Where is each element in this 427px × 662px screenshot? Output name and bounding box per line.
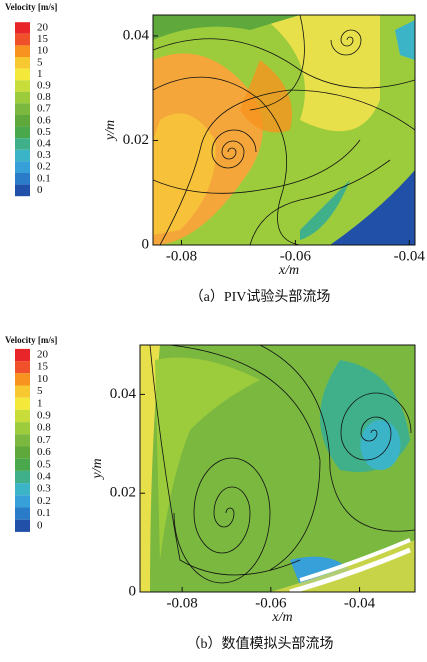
colorbar-label: 15 [37, 361, 49, 373]
plot-frame [139, 344, 416, 593]
colorbar-swatch [15, 80, 30, 92]
colorbar-label: 0.7 [37, 434, 51, 446]
caption: （a）PIV试验头部流场 [190, 289, 331, 305]
colorbar-label: 20 [37, 349, 49, 361]
colorbar-swatch [15, 184, 30, 197]
colorbar-swatch [15, 458, 30, 471]
colorbar-label: 0.6 [37, 114, 51, 126]
colorbar-swatch [15, 385, 30, 398]
colorbar-swatch [15, 103, 30, 115]
colorbar-label: 0.3 [37, 149, 51, 161]
colorbar-label: 0.7 [37, 103, 51, 115]
colorbar-label: 0.1 [37, 172, 51, 184]
colorbar-swatch [15, 446, 30, 459]
colorbar-label: 0.8 [37, 422, 51, 434]
y-tick-label: 0.02 [110, 485, 136, 501]
colorbar-swatch [15, 57, 30, 69]
velocity-field [153, 15, 415, 245]
colorbar-label: 10 [37, 373, 49, 385]
colorbar-swatch [15, 483, 30, 496]
colorbar-label: 0.4 [37, 138, 51, 150]
colorbar-swatch [15, 422, 30, 435]
y-tick-label: 0.04 [110, 386, 137, 402]
colorbar-label: 0.4 [37, 471, 51, 483]
colorbar-label: 0.8 [37, 91, 51, 103]
colorbar-swatch [15, 91, 30, 104]
colorbar-label: 0.5 [37, 126, 51, 138]
x-tick-label: -0.08 [166, 248, 197, 264]
colorbar-swatch [15, 22, 30, 34]
colorbar-swatch [15, 138, 30, 150]
colorbar-swatch [15, 495, 30, 508]
y-tick-label: 0.04 [123, 27, 150, 43]
x-tick-label: -0.06 [280, 248, 312, 264]
colorbar-label: 0.2 [37, 495, 51, 507]
colorbar-label: 0.9 [37, 410, 51, 422]
colorbar-swatch [15, 126, 30, 139]
colorbar-label: 0.1 [37, 507, 51, 519]
y-axis-label: y/m [103, 120, 118, 142]
colorbar-label: 20 [37, 22, 49, 34]
colorbar-label: 0 [37, 519, 43, 531]
colorbar-title: Velocity [m/s] [5, 335, 57, 345]
colorbar-label: 15 [37, 33, 49, 45]
colorbar-swatch [15, 33, 30, 46]
colorbar-swatch [15, 173, 30, 185]
colorbar-swatch [15, 161, 30, 173]
colorbar-swatch [15, 149, 30, 162]
colorbar-swatch [15, 519, 30, 532]
colorbar-label: 5 [37, 56, 43, 68]
colorbar-swatch [15, 397, 30, 410]
x-axis-label: x/m [271, 610, 292, 625]
plot-frame [152, 14, 416, 246]
y-axis-label: y/m [90, 458, 105, 480]
colorbar-swatch [15, 507, 30, 520]
colorbar-swatch [15, 115, 30, 127]
colorbar-swatch [15, 348, 30, 362]
colorbar-label: 0.6 [37, 446, 51, 458]
velocity-field [140, 345, 415, 592]
colorbar-swatch [15, 361, 30, 374]
y-tick-label: 0.02 [123, 132, 149, 148]
colorbar-swatch [15, 409, 30, 423]
colorbar-label: 1 [37, 397, 43, 409]
colorbar-swatch [15, 470, 30, 484]
colorbar-label: 0.2 [37, 161, 51, 173]
colorbar-swatch [15, 373, 30, 386]
x-tick-label: -0.04 [344, 595, 376, 611]
y-tick-label: 0 [129, 583, 137, 599]
y-tick-label: 0 [142, 236, 150, 252]
colorbar-label: 10 [37, 45, 49, 57]
colorbar-title: Velocity [m/s] [5, 2, 57, 12]
colorbar-label: 0.3 [37, 483, 51, 495]
colorbar-label: 0 [37, 184, 43, 196]
colorbar-swatch [15, 68, 30, 81]
colorbar-label: 0.9 [37, 80, 51, 92]
x-tick-label: -0.08 [167, 595, 198, 611]
x-tick-label: -0.04 [394, 248, 426, 264]
colorbar-swatch [15, 45, 30, 57]
caption: （b）数值模拟头部流场 [187, 636, 334, 652]
x-tick-label: -0.06 [255, 595, 287, 611]
colorbar-label: 0.5 [37, 458, 51, 470]
colorbar-label: 5 [37, 385, 43, 397]
x-axis-label: x/m [278, 263, 299, 278]
colorbar-label: 1 [37, 68, 43, 80]
colorbar-swatch [15, 434, 30, 447]
